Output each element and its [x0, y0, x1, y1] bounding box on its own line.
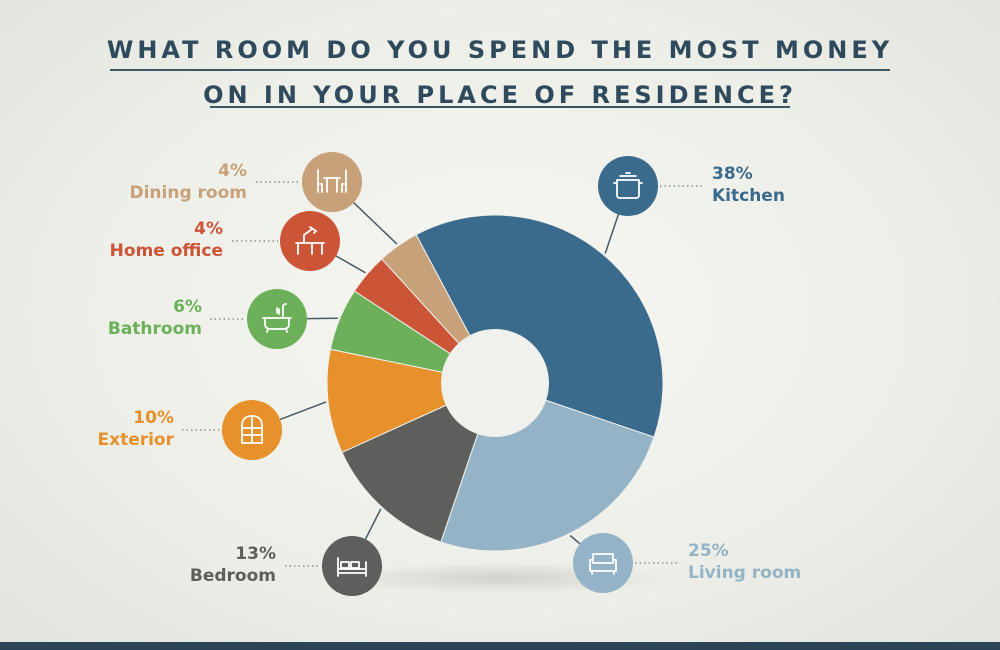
- data-label-value: 6%: [173, 297, 202, 317]
- label-home-office: 4% Home office: [60, 218, 223, 262]
- bathtub-icon: [247, 289, 307, 349]
- data-label-category: Home office: [109, 241, 223, 261]
- data-label-category: Exterior: [97, 430, 174, 450]
- footer-bar: [0, 642, 1000, 650]
- data-label-category: Bedroom: [189, 566, 276, 586]
- title-underline-2: [210, 106, 790, 108]
- data-label-category: Bathroom: [107, 319, 202, 339]
- data-label-value: 4%: [194, 219, 223, 239]
- donut-hole: [441, 329, 549, 437]
- data-label-value: 25%: [688, 541, 729, 561]
- leader-line-dining-room: [353, 202, 398, 245]
- desk-lamp-icon: [280, 211, 340, 271]
- pot-icon: [598, 156, 658, 216]
- chart-title-line-2: ON IN YOUR PLACE OF RESIDENCE?: [203, 81, 797, 109]
- pie-slice-bedroom: [341, 382, 496, 543]
- data-label-category: Dining room: [129, 183, 247, 203]
- leader-line-home-office: [335, 255, 366, 274]
- chart-title-line-1: WHAT ROOM DO YOU SPEND THE MOST MONEY: [106, 36, 894, 64]
- label-dining-room: 4% Dining room: [60, 160, 247, 204]
- label-bathroom: 6% Bathroom: [60, 296, 202, 340]
- label-exterior: 10% Exterior: [60, 407, 174, 451]
- title-underline-1: [110, 69, 890, 71]
- data-label-category: Living room: [688, 563, 802, 583]
- leader-line-living-room: [569, 534, 581, 545]
- sofa-icon: [573, 533, 633, 593]
- label-living-room: 25% Living room: [688, 540, 801, 584]
- label-kitchen: 38% Kitchen: [712, 163, 785, 207]
- leader-line-exterior: [279, 401, 327, 421]
- data-label-value: 4%: [218, 161, 247, 181]
- data-label-value: 13%: [235, 544, 276, 564]
- data-label-category: Kitchen: [712, 186, 785, 206]
- window-icon: [222, 400, 282, 460]
- pie-slice-kitchen: [415, 214, 664, 438]
- leader-line-bedroom: [364, 508, 382, 540]
- dining-table-icon: [302, 152, 362, 212]
- bed-icon: [322, 536, 382, 596]
- data-label-value: 38%: [712, 164, 753, 184]
- data-label-value: 10%: [133, 408, 174, 428]
- leader-line-kitchen: [604, 214, 620, 254]
- label-bedroom: 13% Bedroom: [128, 543, 276, 587]
